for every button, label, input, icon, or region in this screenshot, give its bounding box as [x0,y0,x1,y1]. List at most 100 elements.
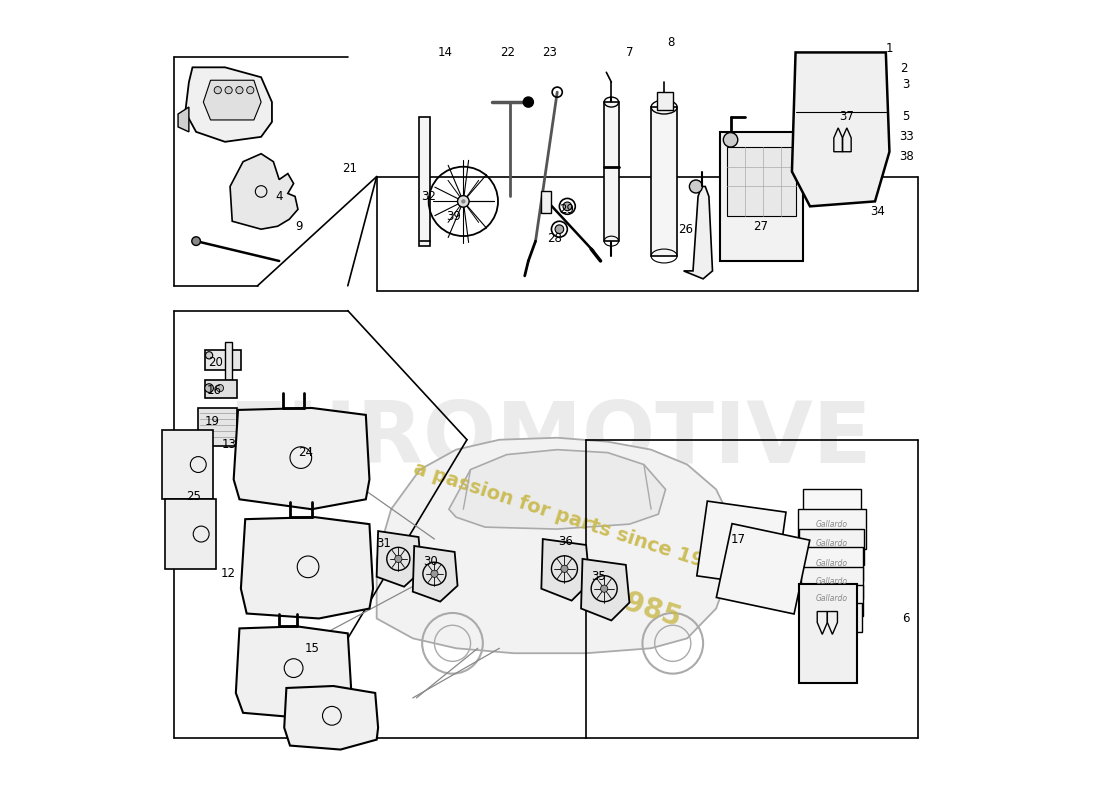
Polygon shape [204,80,261,120]
Text: 28: 28 [547,232,562,245]
Text: 21: 21 [342,162,356,175]
Circle shape [235,86,243,94]
Polygon shape [376,438,730,654]
Circle shape [561,566,568,573]
Bar [198,408,238,446]
Bar [419,117,430,246]
Polygon shape [284,686,378,750]
Bar [801,602,862,632]
Text: 26: 26 [679,222,693,236]
Text: 25: 25 [187,490,201,503]
Text: 8: 8 [668,36,675,49]
Polygon shape [235,626,351,718]
Bar [604,102,618,241]
Text: Gallardo: Gallardo [816,594,848,603]
Circle shape [556,225,563,234]
Polygon shape [449,450,666,529]
Bar [540,191,551,214]
Text: 5: 5 [902,110,910,123]
Polygon shape [162,430,212,499]
Text: a passion for parts since 1985: a passion for parts since 1985 [411,459,733,579]
Text: 34: 34 [870,205,884,218]
Text: 38: 38 [899,150,913,163]
Circle shape [458,196,469,207]
Text: 17: 17 [730,533,746,546]
Polygon shape [412,546,458,602]
Bar [727,146,795,216]
Text: 23: 23 [542,46,558,59]
Polygon shape [696,501,786,587]
Polygon shape [185,67,272,142]
Text: 31: 31 [376,538,392,550]
Polygon shape [233,408,370,510]
Circle shape [191,237,200,246]
Text: 14: 14 [438,46,453,59]
Text: 30: 30 [424,555,438,568]
Text: EUROMOTIVE: EUROMOTIVE [229,398,871,482]
Bar [801,585,862,617]
Text: Gallardo: Gallardo [816,539,848,549]
Text: 2: 2 [900,62,908,75]
Bar [800,547,864,581]
Text: 12: 12 [221,567,236,580]
Bar [719,132,803,261]
Text: 1985: 1985 [603,583,685,634]
Bar [651,107,678,256]
Circle shape [246,86,254,94]
Text: 6: 6 [902,612,910,625]
Polygon shape [230,154,298,229]
Text: 1: 1 [886,42,893,55]
Text: 7: 7 [626,46,634,59]
Bar [801,567,862,598]
Text: 36: 36 [559,534,573,547]
Text: 16: 16 [207,383,222,397]
Text: 9: 9 [296,220,304,233]
Polygon shape [376,531,421,586]
Bar [798,510,867,549]
Polygon shape [683,186,713,279]
Circle shape [431,570,438,578]
Text: 4: 4 [275,190,283,203]
Polygon shape [716,524,810,614]
Circle shape [461,199,465,203]
Text: Gallardo: Gallardo [816,520,848,529]
Bar [226,342,232,380]
Circle shape [690,180,703,193]
Bar [657,92,673,110]
Polygon shape [541,539,590,601]
Bar [800,529,865,565]
Polygon shape [178,107,189,132]
Text: Gallardo: Gallardo [816,559,848,568]
Polygon shape [792,53,890,206]
Bar [205,350,241,370]
Bar [800,584,857,683]
Bar [803,490,860,533]
Text: 15: 15 [305,642,319,654]
Circle shape [563,202,572,210]
Circle shape [395,555,402,562]
Circle shape [205,384,213,393]
Text: 35: 35 [591,570,606,583]
Circle shape [226,86,232,94]
Text: 20: 20 [208,356,223,369]
Text: 27: 27 [754,220,769,233]
Text: 24: 24 [298,446,314,459]
Circle shape [217,385,223,392]
Circle shape [601,585,608,592]
Text: 32: 32 [421,190,436,203]
Text: 13: 13 [221,438,236,451]
Circle shape [214,86,221,94]
Text: 3: 3 [902,78,910,90]
Polygon shape [241,517,373,618]
Polygon shape [581,559,629,621]
Text: 29: 29 [559,203,574,216]
Text: 22: 22 [500,46,516,59]
Text: 19: 19 [205,415,220,428]
Text: 33: 33 [899,130,913,143]
Circle shape [724,133,738,147]
Text: Gallardo: Gallardo [816,578,848,586]
Bar [205,380,238,398]
Polygon shape [165,499,216,569]
Circle shape [522,96,535,108]
Text: 39: 39 [447,210,461,222]
